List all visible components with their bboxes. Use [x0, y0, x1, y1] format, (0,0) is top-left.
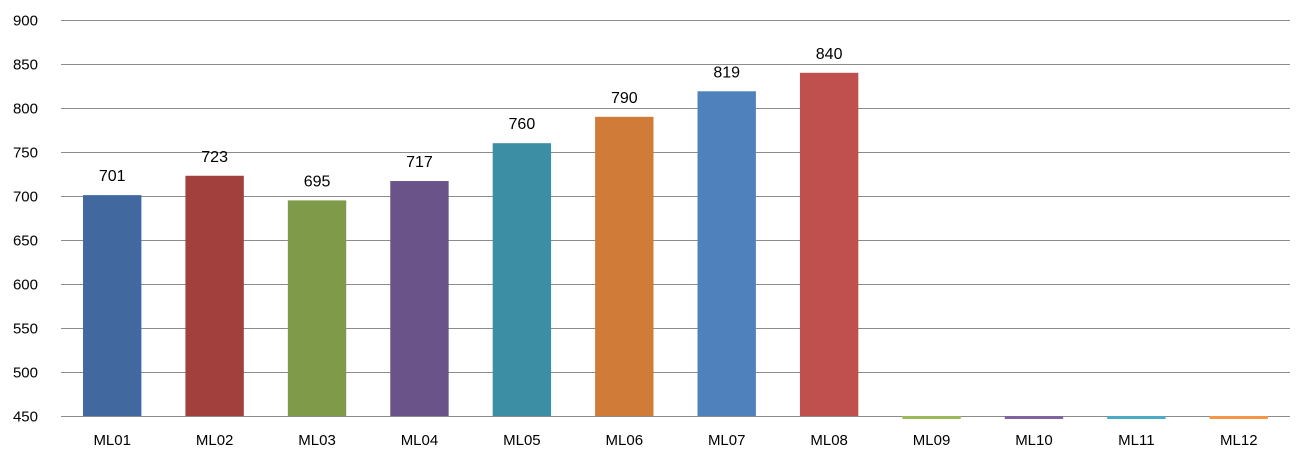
y-tick-label-550: 550: [13, 321, 38, 338]
x-tick-label-ml12: ML12: [1220, 432, 1258, 449]
bar-ml04: [390, 181, 449, 416]
bar-ml01: [83, 195, 142, 416]
y-tick-label-850: 850: [13, 57, 38, 74]
data-label-ml08: 840: [816, 46, 843, 63]
bars: [83, 72, 1268, 419]
y-tick-label-900: 900: [13, 13, 38, 30]
x-tick-label-ml06: ML06: [606, 432, 644, 449]
data-label-ml06: 790: [611, 90, 638, 107]
data-label-ml01: 701: [99, 168, 126, 185]
bar-ml05: [492, 143, 552, 416]
data-label-ml04: 717: [406, 154, 433, 171]
y-axis-tick-labels: 450 500 550 600 650 700 750 800 850 900: [13, 13, 38, 426]
x-tick-label-ml07: ML07: [708, 432, 746, 449]
x-tick-label-ml10: ML10: [1015, 432, 1053, 449]
data-labels: 701 723 695 717 760 790 819 840: [99, 46, 843, 191]
gridlines: [61, 20, 1290, 417]
bar-ml08: [799, 72, 859, 417]
y-tick-label-700: 700: [13, 189, 38, 206]
bar-ml06: [595, 116, 654, 417]
x-tick-label-ml03: ML03: [298, 432, 336, 449]
bar-ml07: [697, 91, 756, 416]
data-label-ml02: 723: [201, 149, 228, 166]
x-tick-label-ml09: ML09: [913, 432, 951, 449]
bar-ml09: [902, 416, 961, 419]
data-label-ml03: 695: [304, 173, 331, 190]
y-tick-label-800: 800: [13, 101, 38, 118]
bar-ml10: [1004, 416, 1064, 419]
y-tick-label-450: 450: [13, 409, 38, 426]
x-axis-tick-labels: ML01 ML02 ML03 ML04 ML05 ML06 ML07 ML08 ML09 ML10…: [93, 432, 1257, 449]
data-label-ml07: 819: [713, 64, 740, 81]
x-tick-label-ml01: ML01: [93, 432, 131, 449]
x-tick-label-ml05: ML05: [503, 432, 541, 449]
bar-ml03: [287, 200, 347, 416]
y-tick-label-500: 500: [13, 365, 38, 382]
x-tick-label-ml04: ML04: [401, 432, 439, 449]
bar-ml02: [185, 175, 244, 416]
x-tick-label-ml11: ML11: [1118, 432, 1154, 449]
x-tick-label-ml08: ML08: [810, 432, 848, 449]
y-tick-label-650: 650: [13, 233, 38, 250]
bar-ml12: [1209, 416, 1268, 419]
y-tick-label-600: 600: [13, 277, 38, 294]
y-tick-label-750: 750: [13, 145, 38, 162]
data-label-ml05: 760: [509, 116, 536, 133]
x-tick-label-ml02: ML02: [196, 432, 234, 449]
bar-ml11: [1107, 416, 1166, 419]
